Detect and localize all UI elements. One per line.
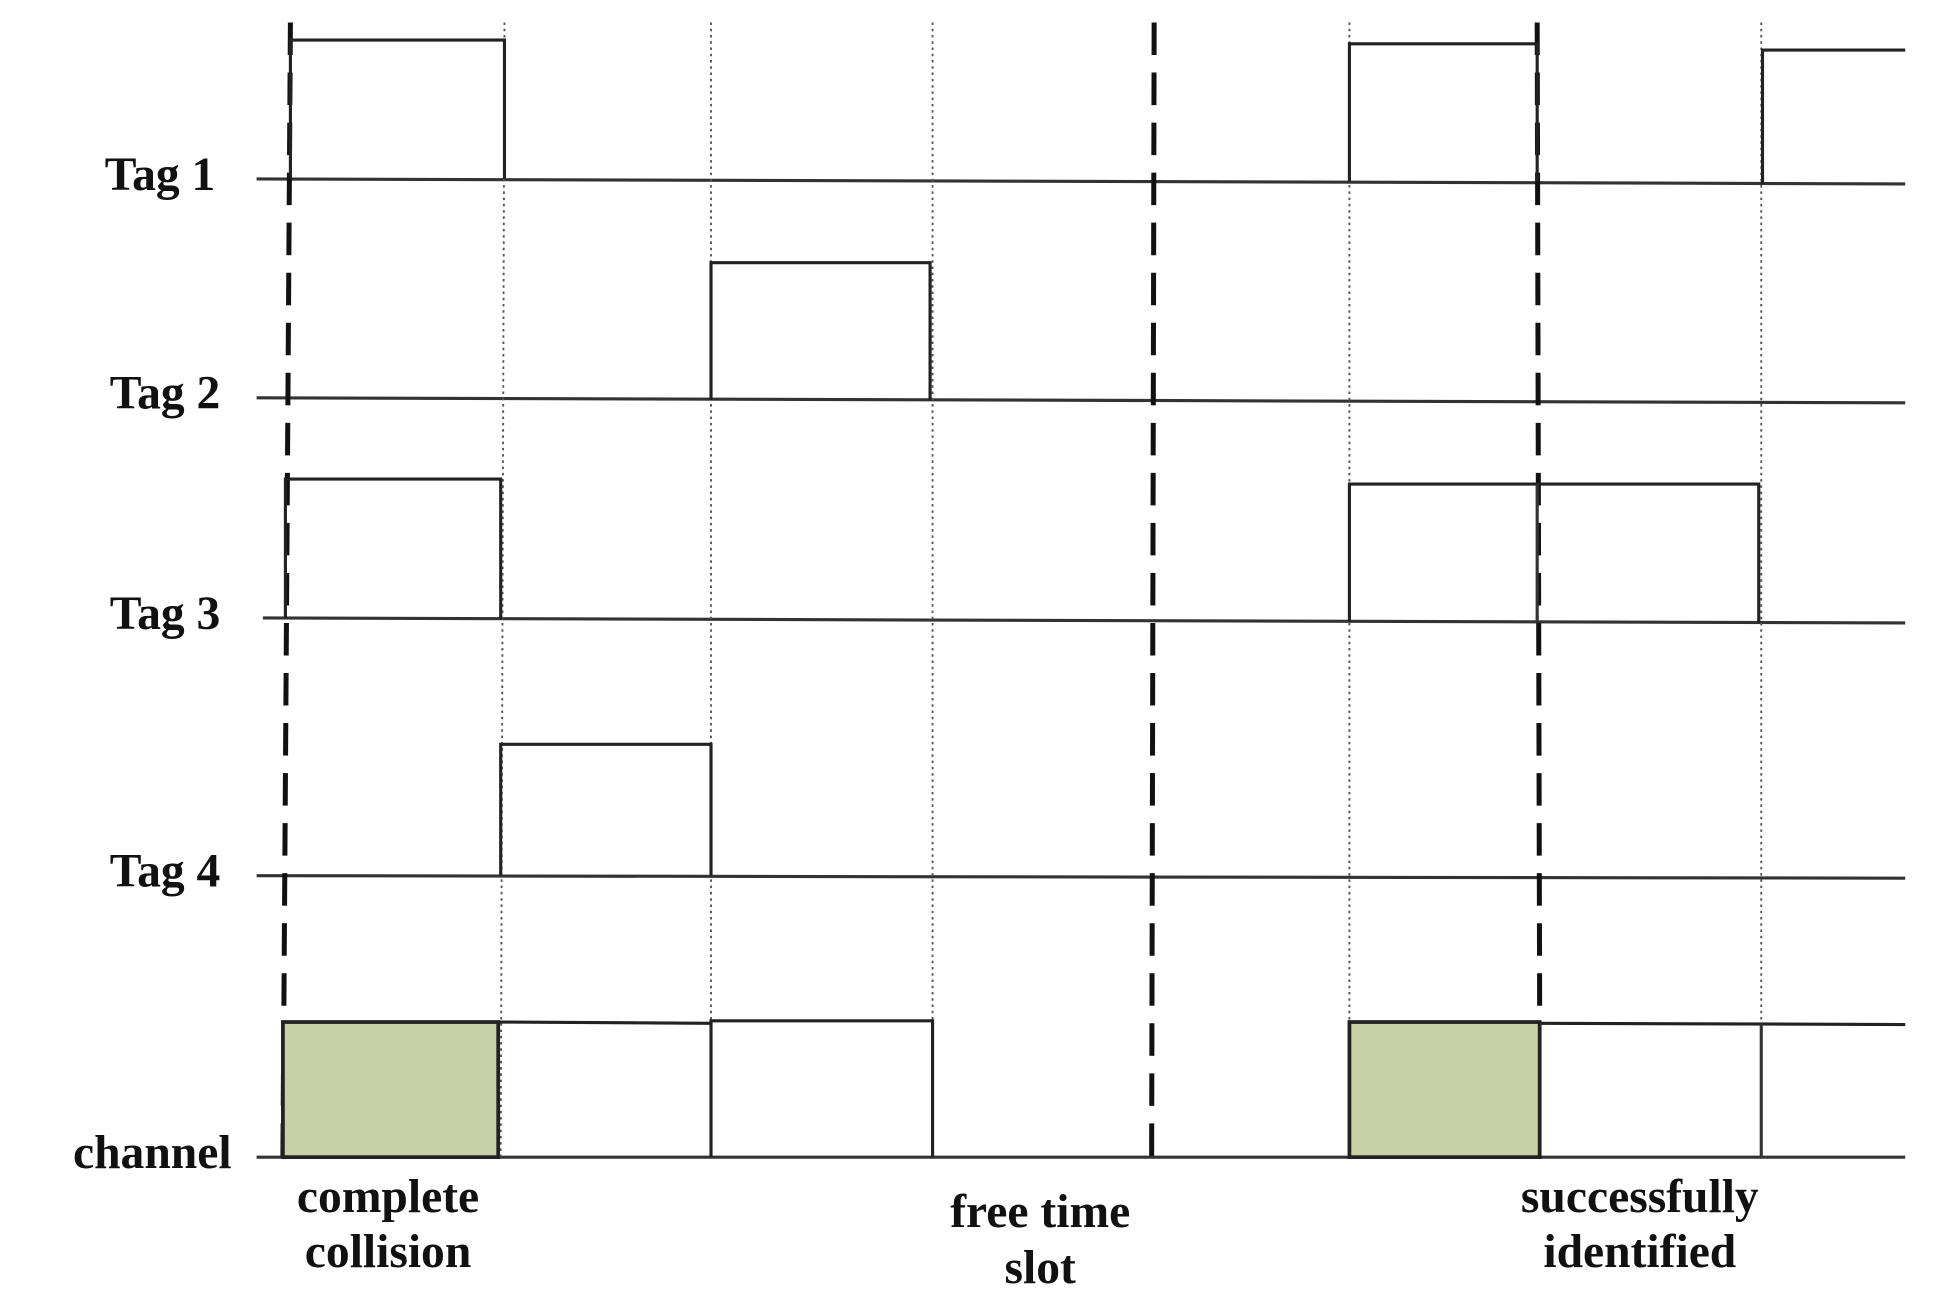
tag3-pulse <box>283 477 503 620</box>
annotation-line: collision <box>305 1226 471 1278</box>
baseline <box>262 616 1906 625</box>
row-label: Tag 3 <box>110 588 221 640</box>
slot-dividers <box>280 22 1763 1158</box>
tag3-pulse <box>1347 482 1761 623</box>
channel-pulse <box>498 1020 712 1025</box>
tag1-pulse <box>288 38 507 179</box>
channel-pulse <box>1539 1021 1906 1027</box>
divider-dotted <box>499 22 506 1158</box>
annotation-line: complete <box>297 1171 479 1223</box>
tag2-pulse <box>709 261 932 401</box>
annotations: complete collision free time slot succes… <box>297 1171 1759 1294</box>
row-label: channel <box>73 1127 232 1179</box>
row-label: Tag 2 <box>110 368 221 420</box>
pulses <box>281 38 1906 1160</box>
channel-pulse <box>709 1019 935 1158</box>
channel-identified <box>1347 1020 1542 1160</box>
baseline <box>256 396 1906 405</box>
divider-dashed <box>1149 22 1157 1158</box>
baseline <box>256 177 1906 186</box>
row-label: Tag 1 <box>105 149 216 201</box>
annotation-line: free time <box>950 1186 1130 1238</box>
annotation-line: slot <box>1005 1242 1077 1294</box>
tag1-pulse <box>1760 48 1906 184</box>
tag1-pulse <box>1347 42 1539 182</box>
row-labels: Tag 1 Tag 2 Tag 3 Tag 4 channel <box>73 149 232 1179</box>
baselines <box>256 177 1906 1159</box>
channel-collision <box>281 1020 501 1160</box>
tag4-pulse <box>499 742 713 876</box>
annotation-line: identified <box>1543 1226 1736 1278</box>
annotation-line: successfully <box>1521 1171 1759 1223</box>
baseline <box>256 874 1906 880</box>
row-label: Tag 4 <box>110 846 221 898</box>
